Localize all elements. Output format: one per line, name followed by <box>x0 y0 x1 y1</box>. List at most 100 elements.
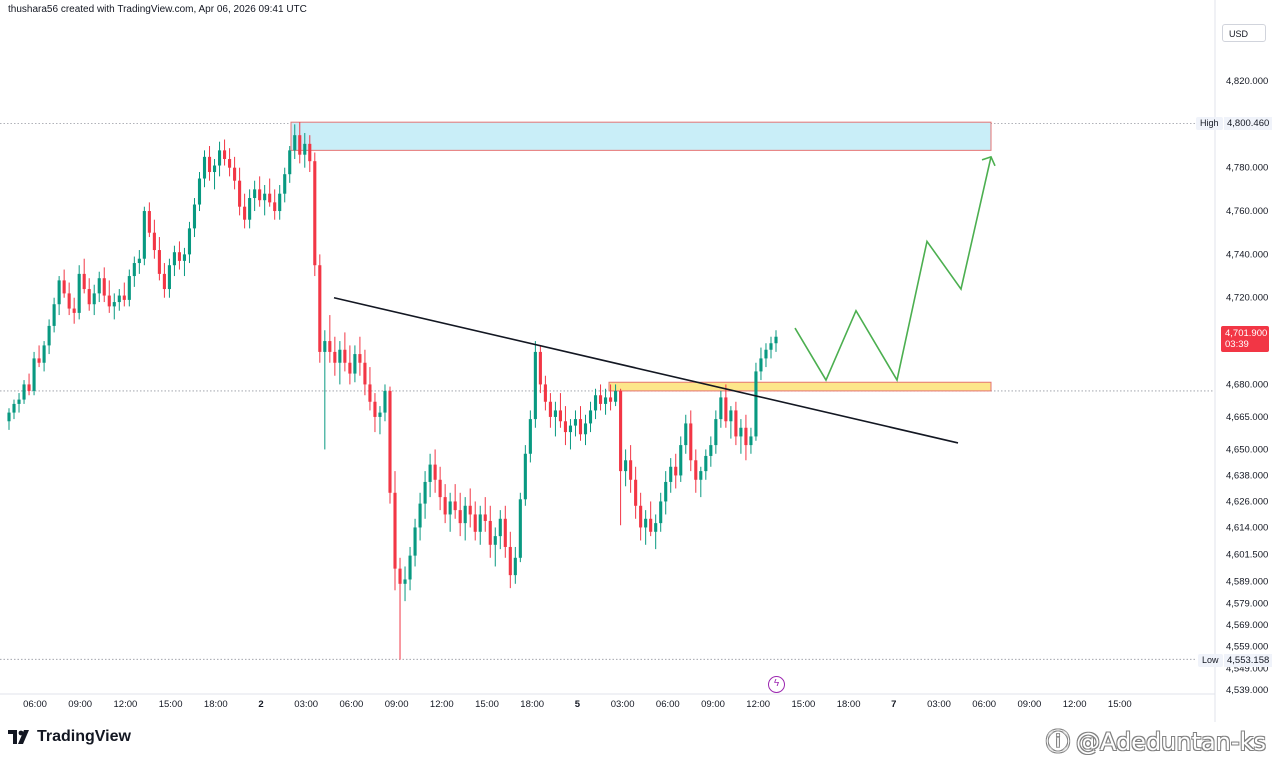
candle-body <box>533 351 537 420</box>
flash-event-icon[interactable]: ϟ <box>768 676 785 693</box>
x-tick-label: 03:00 <box>611 699 635 710</box>
candle <box>32 351 36 396</box>
candle-body <box>353 354 357 374</box>
candle-body <box>588 410 593 424</box>
candle-body <box>22 384 26 400</box>
candle-body <box>739 427 743 437</box>
candle-body <box>358 354 362 363</box>
candle <box>22 380 26 404</box>
y-tick-label: 4,650.000 <box>1226 444 1268 455</box>
y-tick-label: 4,579.000 <box>1226 598 1268 609</box>
candle <box>458 492 462 537</box>
candle <box>473 501 477 541</box>
candle-body <box>508 546 512 576</box>
candle-body <box>453 501 457 511</box>
candle-body <box>413 527 417 556</box>
candle <box>112 293 116 320</box>
chart-attribution: thushara56 created with TradingView.com,… <box>8 4 307 15</box>
candle <box>278 185 282 220</box>
candle <box>598 384 603 411</box>
candle-body <box>57 280 61 305</box>
current-price-value: 4,701.900 <box>1225 328 1268 339</box>
candle <box>217 141 222 177</box>
candle <box>7 408 11 430</box>
candle <box>258 176 262 207</box>
candle-body <box>273 202 277 212</box>
candle-body <box>679 445 683 476</box>
candle <box>142 206 146 266</box>
candle-body <box>759 358 763 372</box>
candle <box>162 263 166 298</box>
time-axis-ticks: 06:00 09:00 12:00 15:00 18:00 2 03:00 06:00 09:0… <box>23 699 1132 710</box>
candle <box>583 414 588 446</box>
candle-body <box>233 167 237 181</box>
price-axis-ticks: 4,820.000 4,780.000 4,760.000 4,740.000 4,72… <box>1226 76 1268 696</box>
candle <box>393 471 397 591</box>
candle-body <box>207 156 212 173</box>
candle <box>273 189 277 220</box>
candle <box>709 436 713 467</box>
candle-body <box>308 143 312 162</box>
tradingview-logo[interactable]: TradingView <box>8 728 131 746</box>
candle <box>127 269 131 307</box>
candle <box>428 453 432 498</box>
candle <box>493 527 497 567</box>
projection-arrowhead <box>981 155 996 167</box>
x-tick-label: 12:00 <box>746 699 770 710</box>
candle <box>533 341 537 428</box>
candle <box>754 362 758 441</box>
candle <box>729 406 733 439</box>
candle-body <box>212 165 217 173</box>
candle-body <box>654 523 658 532</box>
candle-body <box>604 397 608 404</box>
candle <box>619 388 623 526</box>
candlestick-chart[interactable]: 4,820.000 4,780.000 4,760.000 4,740.000 4,72… <box>0 0 1280 722</box>
currency-selector[interactable]: USD <box>1222 24 1266 42</box>
candle-body <box>774 336 778 344</box>
candle <box>423 471 427 519</box>
y-tick-label: 4,549.000 <box>1226 663 1268 674</box>
candle-body <box>243 206 247 220</box>
candle <box>233 156 237 190</box>
candle-body <box>17 399 21 404</box>
candle-body <box>473 514 477 532</box>
candle-body <box>87 289 91 305</box>
candle <box>107 280 111 313</box>
x-tick-label: 2 <box>258 699 263 710</box>
candle <box>739 419 743 454</box>
candle-body <box>689 423 693 461</box>
candle <box>719 390 723 428</box>
candle-body <box>684 423 688 446</box>
candle-body <box>147 211 151 233</box>
candle-body <box>263 193 267 201</box>
candle-body <box>127 276 131 300</box>
candle-body <box>583 423 588 435</box>
candle <box>433 449 437 493</box>
candle-body <box>488 520 492 545</box>
candle-body <box>72 308 76 313</box>
candle-body <box>97 278 101 294</box>
candle <box>468 488 472 528</box>
candle-body <box>664 481 668 502</box>
candle-body <box>82 273 86 290</box>
candle <box>624 449 628 487</box>
candle-body <box>32 358 36 391</box>
candle-body <box>12 403 16 413</box>
candle-body <box>423 481 427 504</box>
candle <box>308 135 312 173</box>
candle <box>639 492 643 541</box>
candle <box>197 172 202 212</box>
watermark-text: @Adeduntan-ks <box>1075 728 1266 756</box>
candle-body <box>629 460 633 480</box>
candle-body <box>393 492 397 569</box>
candle-body <box>348 362 352 374</box>
candle-body <box>278 193 282 212</box>
candle-body <box>669 466 673 482</box>
candle-body <box>42 345 46 363</box>
candle-body <box>448 501 452 515</box>
candle <box>503 505 507 558</box>
x-tick-label: 06:00 <box>656 699 680 710</box>
candle <box>172 245 176 277</box>
candle-body <box>117 295 121 303</box>
candle-body <box>433 464 437 480</box>
